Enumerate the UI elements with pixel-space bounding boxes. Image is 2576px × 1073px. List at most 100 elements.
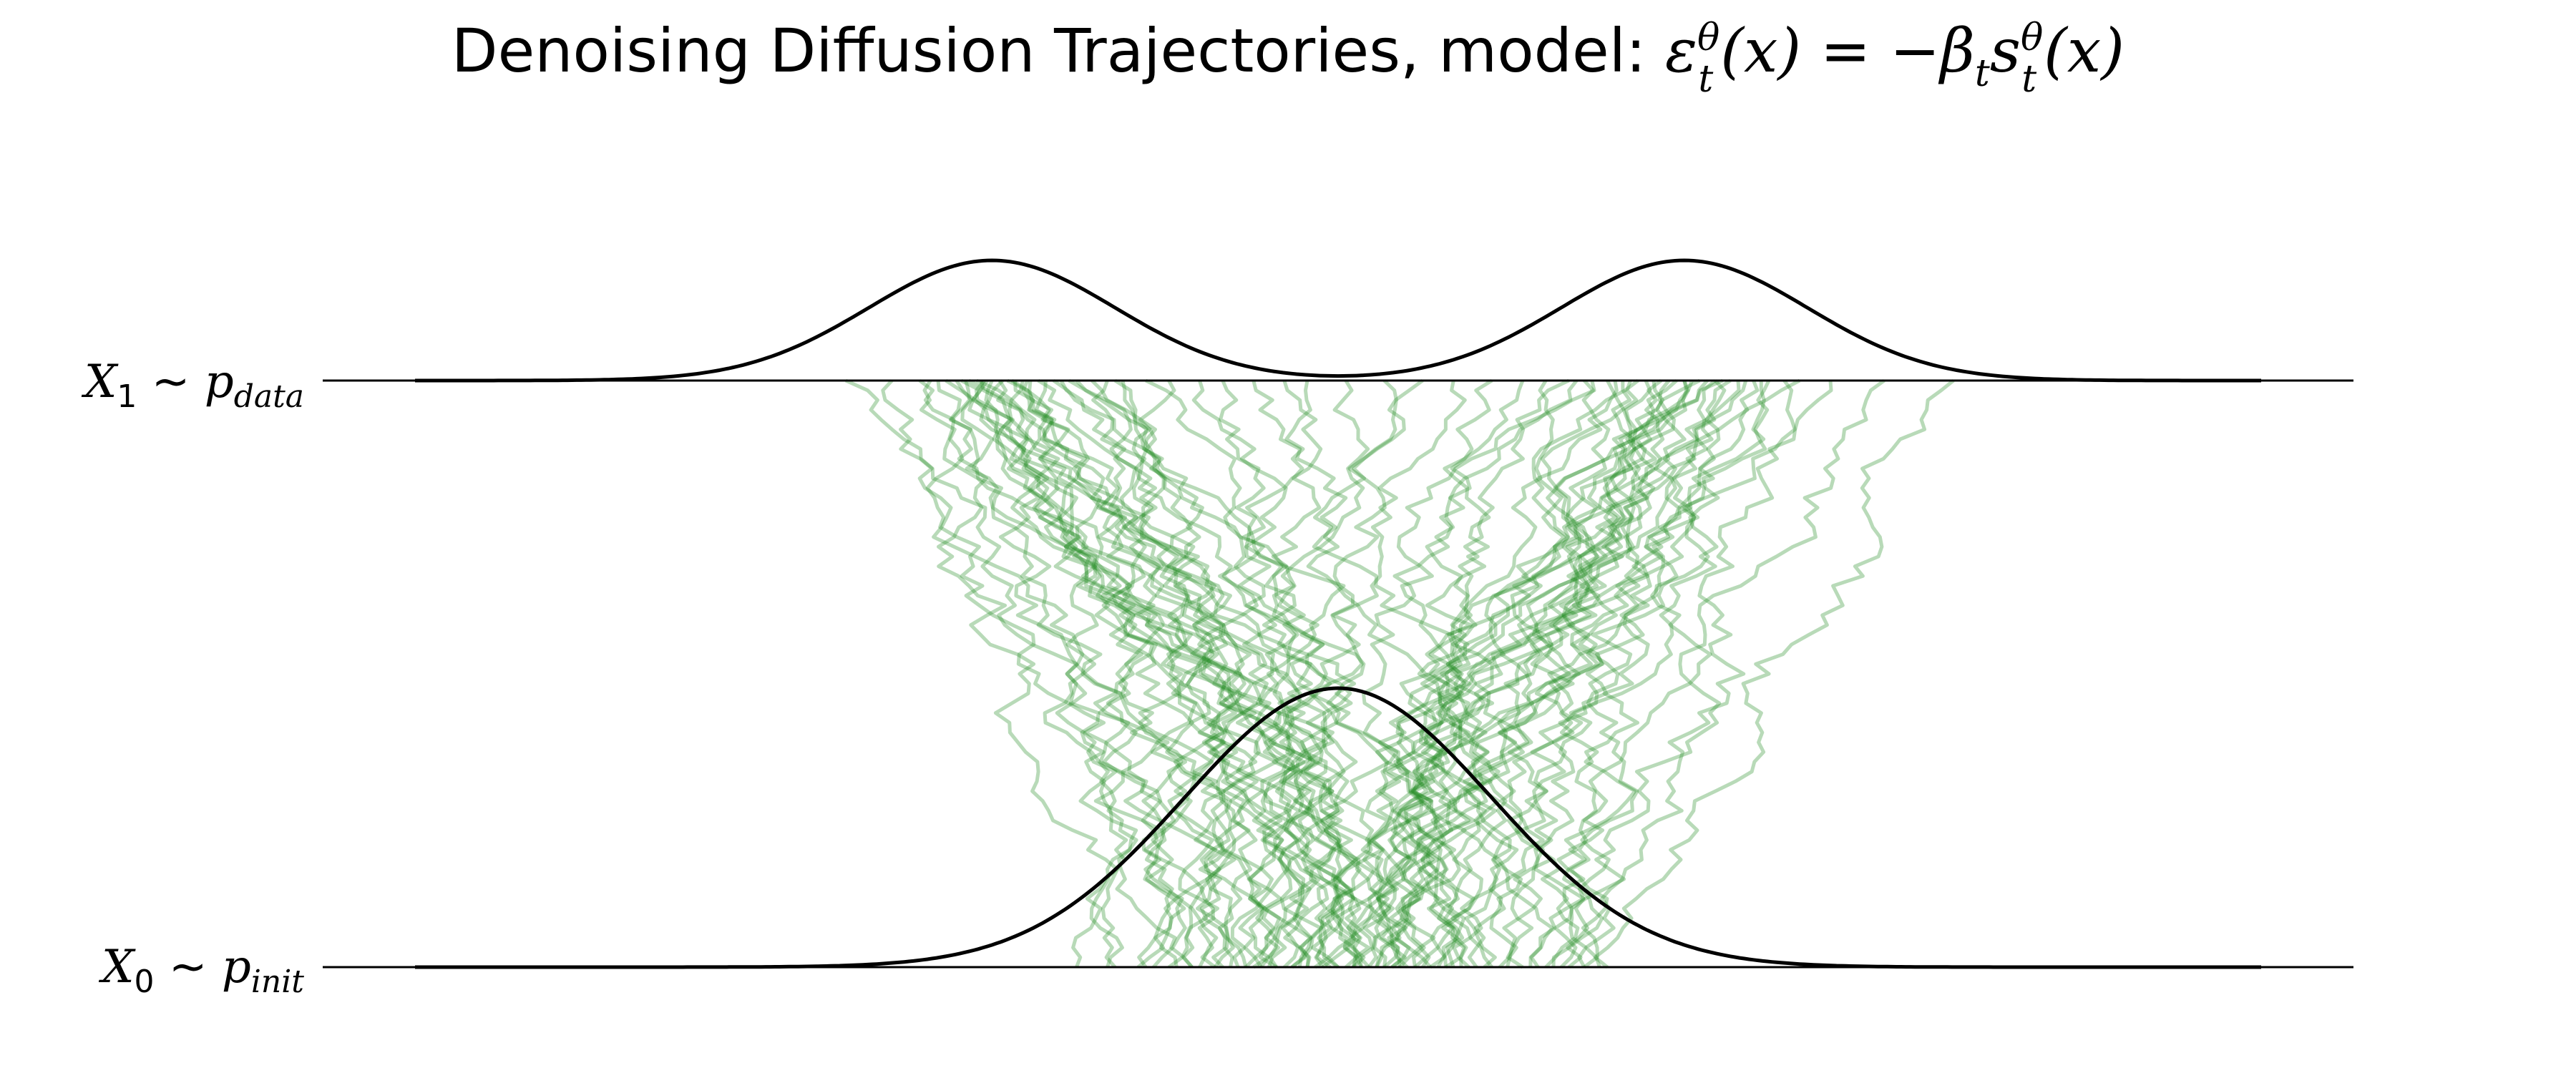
trajectory-line bbox=[881, 379, 1138, 968]
trajectory-line bbox=[1320, 379, 1579, 969]
trajectory-line bbox=[1358, 379, 1555, 969]
trajectory-line bbox=[1191, 380, 1345, 969]
trajectory-line bbox=[950, 380, 1258, 969]
trajectory-line bbox=[1547, 380, 1748, 968]
trajectory-line bbox=[1375, 380, 1619, 969]
title-theta-superscript: θ bbox=[1697, 16, 1719, 59]
label-x0-p: p bbox=[222, 941, 251, 994]
trajectory-line bbox=[1387, 380, 1652, 968]
trajectory-line bbox=[999, 380, 1321, 969]
trajectory-line bbox=[1378, 380, 1694, 968]
trajectory-line bbox=[1131, 379, 1350, 969]
trajectory-line bbox=[919, 379, 1176, 969]
trajectory-line bbox=[1460, 378, 1724, 969]
trajectory-group bbox=[844, 378, 1955, 969]
trajectory-line bbox=[1502, 380, 1689, 968]
label-x0-sub: 0 bbox=[135, 964, 155, 1000]
trajectory-line bbox=[1568, 378, 1801, 969]
trajectory-line bbox=[1463, 380, 1760, 969]
title-equals-minus: = − bbox=[1801, 16, 1940, 86]
trajectory-line bbox=[1436, 379, 1677, 969]
trajectory-line bbox=[1121, 380, 1390, 969]
trajectory-line bbox=[1418, 378, 1732, 969]
trajectory-line bbox=[1568, 378, 1885, 969]
label-x1-var: X bbox=[81, 356, 119, 408]
trajectory-line bbox=[960, 378, 1225, 969]
trajectory-line bbox=[1430, 380, 1636, 968]
trajectory-line bbox=[1399, 379, 1678, 968]
label-x1-p-data: X1 ~ pdata bbox=[81, 356, 304, 415]
p-init-density-curve bbox=[415, 686, 2261, 969]
label-x0-psub: init bbox=[251, 964, 304, 1000]
trajectory-line bbox=[1252, 380, 1470, 968]
trajectory-line bbox=[1013, 380, 1282, 969]
title-t-subscript-2: t bbox=[2021, 58, 2036, 101]
trajectory-line bbox=[1390, 379, 1639, 968]
title-score-s: s bbox=[1990, 16, 2021, 86]
label-x1-psub: data bbox=[234, 378, 304, 415]
trajectory-line bbox=[1059, 379, 1264, 969]
trajectory-line bbox=[1021, 380, 1278, 969]
trajectory-line bbox=[1369, 380, 1690, 969]
trajectory-line bbox=[1506, 378, 1701, 969]
trajectory-line bbox=[1553, 379, 1797, 969]
trajectory-line bbox=[1396, 379, 1647, 969]
trajectory-line bbox=[1399, 380, 1639, 969]
title-t-subscript: t bbox=[1698, 58, 1713, 101]
trajectory-line bbox=[1420, 379, 1676, 969]
label-x0-tilde: ~ bbox=[155, 941, 222, 994]
trajectory-line bbox=[971, 379, 1248, 968]
trajectory-line bbox=[1272, 379, 1378, 969]
trajectory-line bbox=[1308, 380, 1467, 969]
trajectory-line bbox=[955, 379, 1214, 969]
trajectory-line bbox=[1307, 378, 1424, 969]
label-x1-tilde: ~ bbox=[137, 356, 204, 408]
trajectory-line bbox=[1533, 379, 1771, 969]
trajectory-line bbox=[1075, 379, 1371, 969]
trajectory-line bbox=[996, 379, 1279, 969]
chart-title: Denoising Diffusion Trajectories, model:… bbox=[452, 16, 2124, 101]
trajectory-line bbox=[1584, 380, 1833, 968]
trajectory-line bbox=[1006, 378, 1353, 968]
trajectory-line bbox=[1404, 378, 1570, 969]
trajectory-line bbox=[1091, 380, 1404, 969]
trajectory-line bbox=[1190, 380, 1345, 969]
trajectory-line bbox=[1145, 378, 1342, 969]
label-x1-sub: 1 bbox=[117, 378, 137, 415]
title-beta: β bbox=[1938, 16, 1975, 86]
trajectory-line bbox=[984, 380, 1306, 969]
title-epsilon: ε bbox=[1665, 16, 1697, 86]
trajectory-line bbox=[1271, 380, 1363, 968]
trajectory-line bbox=[1467, 380, 1664, 969]
trajectory-line bbox=[1068, 378, 1316, 968]
p-data-density-curve bbox=[415, 258, 2261, 383]
trajectory-line bbox=[979, 379, 1194, 969]
label-x0-var: X bbox=[98, 941, 136, 994]
trajectory-line bbox=[1390, 378, 1493, 969]
trajectory-line bbox=[918, 378, 1194, 969]
trajectory-line bbox=[1374, 379, 1611, 969]
trajectory-line bbox=[975, 379, 1219, 969]
label-x1-p: p bbox=[205, 356, 234, 408]
trajectory-line bbox=[1306, 379, 1449, 968]
title-arg-x: (x) bbox=[1720, 16, 1801, 86]
trajectory-line bbox=[1113, 378, 1375, 968]
trajectory-line bbox=[975, 378, 1236, 968]
trajectory-line bbox=[1472, 379, 1727, 969]
trajectory-line bbox=[979, 380, 1296, 969]
trajectory-line bbox=[967, 378, 1205, 969]
trajectory-line bbox=[1052, 378, 1355, 969]
chart-title-prefix: Denoising Diffusion Trajectories, model: bbox=[452, 16, 1665, 86]
trajectory-line bbox=[1219, 380, 1385, 969]
title-arg-x-2: (x) bbox=[2044, 16, 2124, 86]
trajectory-line bbox=[1393, 380, 1525, 969]
trajectory-line bbox=[1362, 380, 1596, 968]
title-beta-subscript: t bbox=[1975, 52, 1990, 95]
trajectory-line bbox=[1417, 379, 1709, 969]
title-theta-superscript-2: θ bbox=[2021, 16, 2043, 59]
trajectory-line bbox=[1593, 379, 1955, 969]
trajectory-line bbox=[945, 378, 1254, 968]
label-x0-p-init: X0 ~ pinit bbox=[98, 941, 304, 1000]
